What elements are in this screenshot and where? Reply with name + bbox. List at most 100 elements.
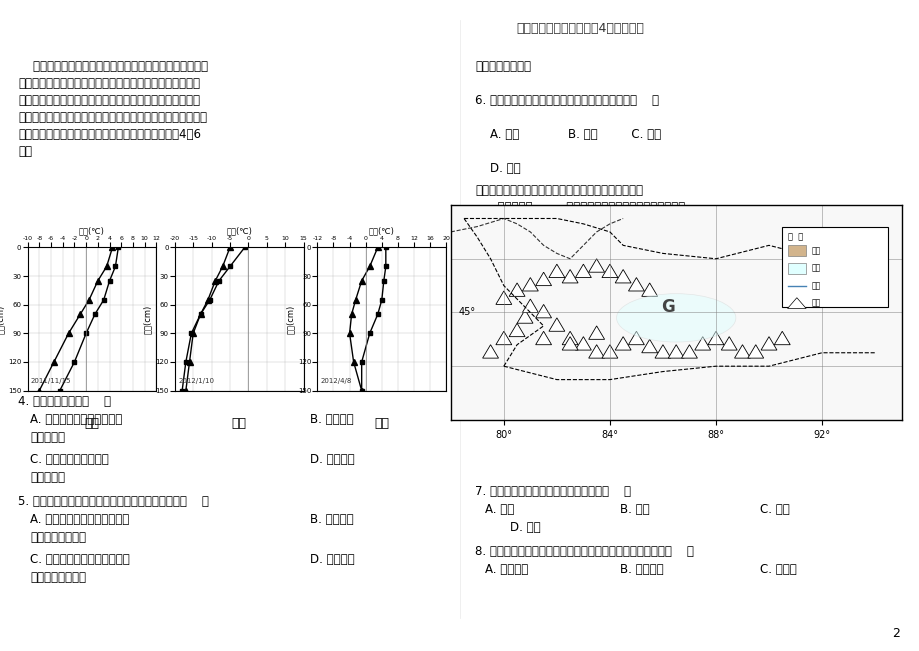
Polygon shape [588,326,604,339]
Text: 8. 该沙漠地区植被覆盖率高，植物生长所需水源直接来自于（    ）: 8. 该沙漠地区植被覆盖率高，植物生长所需水源直接来自于（ ） [474,545,693,558]
Text: 6. 该地冻土使当地植物因干旱而受伤害的季节是（    ）: 6. 该地冻土使当地植物因干旱而受伤害的季节是（ ） [474,94,658,107]
Text: 的深度变浅: 的深度变浅 [30,471,65,484]
Ellipse shape [616,294,735,342]
Text: D. 初冬: D. 初冬 [474,162,520,175]
Y-axis label: 深度(cm): 深度(cm) [286,305,295,333]
Polygon shape [615,270,630,283]
Polygon shape [535,331,551,345]
Text: 面积与积雪量无关: 面积与积雪量无关 [30,571,85,584]
Text: B. 夏季: B. 夏季 [619,503,649,516]
Polygon shape [495,331,511,345]
Text: C. 地下水: C. 地下水 [759,563,796,576]
Text: 面积与积雪量无关: 面积与积雪量无关 [474,60,530,73]
Polygon shape [667,345,684,358]
Text: A. 冻土冻融期间的温差减小: A. 冻土冻融期间的温差减小 [30,413,122,426]
Text: 2012/4/8: 2012/4/8 [321,378,352,384]
Bar [787,245,805,256]
Text: 图乙: 图乙 [232,417,246,430]
Text: 和积雪对冻土的影响非常显著，下面分别是长白山某地冻土: 和积雪对冻土的影响非常显著，下面分别是长白山某地冻土 [18,94,199,107]
Y-axis label: 深度(cm): 深度(cm) [143,305,153,333]
Polygon shape [482,345,498,358]
Y-axis label: 深度(cm): 深度(cm) [0,305,6,333]
Text: 下图所示沙漠位于准噶尔盆地腹地，盆地年平均降水量: 下图所示沙漠位于准噶尔盆地腹地，盆地年平均降水量 [474,184,642,197]
Text: C. 冻结中期降温最明显: C. 冻结中期降温最明显 [30,453,108,466]
Text: C. 冻土的厚度与积雪多少无关: C. 冻土的厚度与积雪多少无关 [30,553,130,566]
Polygon shape [535,305,551,318]
Text: A. 早春             B. 盛夏         C. 晚秋: A. 早春 B. 盛夏 C. 晚秋 [474,128,661,141]
Polygon shape [641,339,657,353]
Polygon shape [549,264,564,277]
Polygon shape [562,331,577,345]
Polygon shape [535,272,551,286]
Text: 冻土指的是零摄氏度以下，并含有冰的各种岩石和土壤。: 冻土指的是零摄氏度以下，并含有冰的各种岩石和土壤。 [18,60,208,73]
Text: 河流: 河流 [811,281,820,290]
Text: 吉林省四平四中高三地理4月月考试题: 吉林省四平四中高三地理4月月考试题 [516,22,643,35]
Text: 完成7~9题。: 完成7~9题。 [474,235,542,248]
Polygon shape [628,277,643,291]
Text: 7. 推测该沙漠土壤含水量最高的季节是（    ）: 7. 推测该沙漠土壤含水量最高的季节是（ ） [474,485,630,498]
Polygon shape [774,331,789,345]
Text: 2: 2 [891,627,899,640]
Text: 冻结初期（图甲）、冻结中期（图乙）和解冻初期（图丙）有: 冻结初期（图甲）、冻结中期（图乙）和解冻初期（图丙）有 [18,111,207,124]
Text: 沙漠: 沙漠 [811,246,820,255]
Text: C. 秋季: C. 秋季 [759,503,789,516]
Text: ，一年中有         季有稳定积雪覆盖，是中国唯一冬季存: ，一年中有 季有稳定积雪覆盖，是中国唯一冬季存 [474,201,685,214]
Polygon shape [641,283,657,296]
Text: 45°: 45° [459,307,475,318]
Text: 5. 下列关于该地冻土与积雪的关系，说法正确的是（    ）: 5. 下列关于该地冻土与积雪的关系，说法正确的是（ ） [18,495,209,508]
Polygon shape [747,345,763,358]
Polygon shape [562,337,577,350]
Polygon shape [508,283,525,296]
Text: 2011/11/15: 2011/11/15 [31,378,72,384]
Text: A. 积雪越厚越有利于土壤冻结: A. 积雪越厚越有利于土壤冻结 [30,513,129,526]
Text: 越有利于冻土融化: 越有利于冻土融化 [30,531,85,544]
Text: A. 地表径流: A. 地表径流 [484,563,528,576]
X-axis label: 温度(℃): 温度(℃) [369,227,394,236]
Text: 2012/1/10: 2012/1/10 [178,378,214,384]
Polygon shape [588,258,604,272]
Polygon shape [720,337,736,350]
Polygon shape [562,270,577,283]
Text: B. 大气降水: B. 大气降水 [619,563,663,576]
Text: A. 春季: A. 春季 [484,503,514,516]
Polygon shape [787,298,805,309]
Text: 图甲: 图甲 [85,417,99,430]
Polygon shape [508,324,525,337]
Polygon shape [516,310,532,324]
Text: 图  例: 图 例 [787,232,802,241]
Text: 4. 植被覆盖使该地（    ）: 4. 植被覆盖使该地（ ） [18,395,111,408]
Polygon shape [733,345,750,358]
Bar [781,227,888,307]
Text: 无植被覆盖样地的地温深度曲线示意图。读图，完成4～6: 无植被覆盖样地的地温深度曲线示意图。读图，完成4～6 [18,128,200,141]
Polygon shape [601,345,618,358]
Text: 的温度降低: 的温度降低 [30,431,65,444]
Polygon shape [522,277,538,291]
Text: 图丙: 图丙 [374,417,389,430]
Polygon shape [574,264,591,277]
X-axis label: 温度(℃): 温度(℃) [79,227,105,236]
Text: D. 冬季: D. 冬季 [509,521,540,534]
Bar [787,263,805,273]
Text: 漠，植被覆盖率较我国其他沙漠高，但: 漠，植被覆盖率较我国其他沙漠高，但 [474,218,608,231]
Text: B. 积雪越薄: B. 积雪越薄 [310,513,353,526]
Text: 湖泊: 湖泊 [811,264,820,273]
Text: 题。: 题。 [18,145,32,158]
Polygon shape [615,337,630,350]
Text: D. 冻土分布: D. 冻土分布 [310,553,354,566]
Text: 山脉: 山脉 [811,299,820,307]
Polygon shape [588,345,604,358]
Polygon shape [601,264,618,277]
Polygon shape [708,331,723,345]
Polygon shape [522,299,538,312]
Polygon shape [549,318,564,331]
Text: 一般分为短时冻土、季节冻土和多年冻土。地表覆盖的植被: 一般分为短时冻土、季节冻土和多年冻土。地表覆盖的植被 [18,77,199,90]
Polygon shape [681,345,697,358]
Polygon shape [628,331,643,345]
Polygon shape [495,291,511,305]
Text: G: G [661,298,675,316]
Polygon shape [574,337,591,350]
Polygon shape [760,337,777,350]
Polygon shape [694,337,709,350]
Polygon shape [654,345,670,358]
X-axis label: 温度(℃): 温度(℃) [226,227,252,236]
